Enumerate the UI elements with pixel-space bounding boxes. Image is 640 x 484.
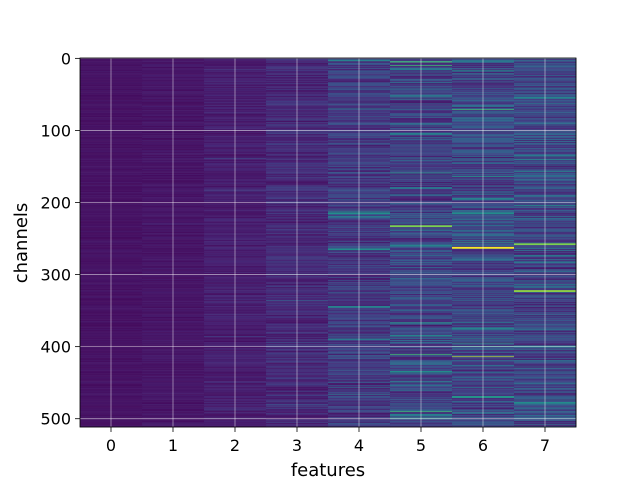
x-axis: 0 1 2 3 4 5 6 7 <box>106 427 550 455</box>
heatmap-cells <box>80 58 577 428</box>
x-tick-label: 7 <box>540 436 550 455</box>
x-tick-label: 0 <box>106 436 116 455</box>
y-tick-label: 400 <box>40 338 71 357</box>
x-tick-label: 2 <box>230 436 240 455</box>
x-axis-label: features <box>291 460 365 480</box>
x-tick-label: 6 <box>478 436 488 455</box>
y-axis-label: channels <box>11 203 32 284</box>
x-tick-label: 1 <box>168 436 178 455</box>
y-tick-label: 0 <box>61 49 71 68</box>
y-tick-label: 200 <box>40 194 71 213</box>
x-tick-label: 5 <box>416 436 426 455</box>
y-axis: 0 100 200 300 400 500 <box>40 49 80 429</box>
y-tick-label: 300 <box>40 266 71 285</box>
x-tick-label: 3 <box>292 436 302 455</box>
x-tick-label: 4 <box>354 436 364 455</box>
plot-frame <box>79 57 577 428</box>
y-tick-label: 100 <box>40 121 71 140</box>
y-tick-label: 500 <box>40 410 71 429</box>
